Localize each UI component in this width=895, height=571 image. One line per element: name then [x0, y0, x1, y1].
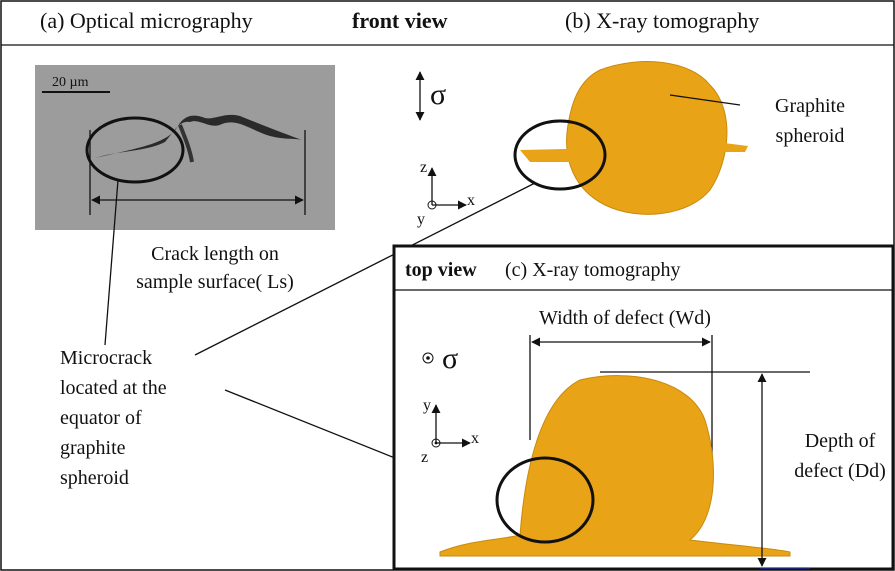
front-view-label: front view — [352, 8, 448, 33]
leader-line — [194, 182, 536, 356]
panel-c-label: (c) X-ray tomography — [505, 259, 681, 281]
crack — [95, 114, 302, 158]
microcrack-text: equator of — [60, 407, 142, 429]
axis-label: x — [467, 192, 475, 209]
leader-line — [669, 94, 741, 106]
depth-text: Depth of — [805, 430, 876, 452]
top-view-label: top view — [405, 259, 477, 281]
crack-circle — [513, 119, 607, 191]
width-text: Width of defect (Wd) — [539, 307, 711, 329]
graphite-text: spheroid — [776, 125, 845, 147]
microcrack-text: Microcrack — [60, 347, 152, 369]
crack-circle — [495, 456, 595, 544]
axis-label: z — [420, 159, 427, 176]
axis-origin — [427, 200, 437, 210]
scale-bar-label: 20 µm — [52, 75, 89, 90]
panel-b-label: (b) X-ray tomography — [565, 8, 759, 33]
axis-origin — [431, 438, 441, 448]
leader-line — [104, 179, 119, 346]
crack-circle — [85, 116, 185, 184]
microcrack-text: spheroid — [60, 467, 129, 489]
panel-a-label: (a) Optical micrography — [40, 8, 253, 33]
graphite-text: Graphite — [775, 95, 845, 117]
axis-label: z — [421, 449, 428, 466]
stress-symbol: σ — [442, 342, 458, 375]
crack — [178, 124, 194, 163]
axis-label: y — [417, 211, 425, 228]
spheroid — [566, 61, 728, 215]
axis-label: x — [471, 430, 479, 447]
stress-dot — [426, 356, 430, 360]
axis-label: y — [423, 397, 431, 414]
stress-dot — [422, 352, 434, 364]
crack-body — [520, 140, 748, 162]
crack-length-text: Crack length on — [151, 243, 279, 265]
crack-length-text: sample surface( Ls) — [136, 271, 294, 293]
microcrack-text: graphite — [60, 437, 126, 459]
axis-origin — [434, 441, 438, 445]
microcrack-text: located at the — [60, 377, 167, 399]
stress-symbol: σ — [430, 78, 446, 111]
depth-text: defect (Dd) — [794, 460, 886, 482]
